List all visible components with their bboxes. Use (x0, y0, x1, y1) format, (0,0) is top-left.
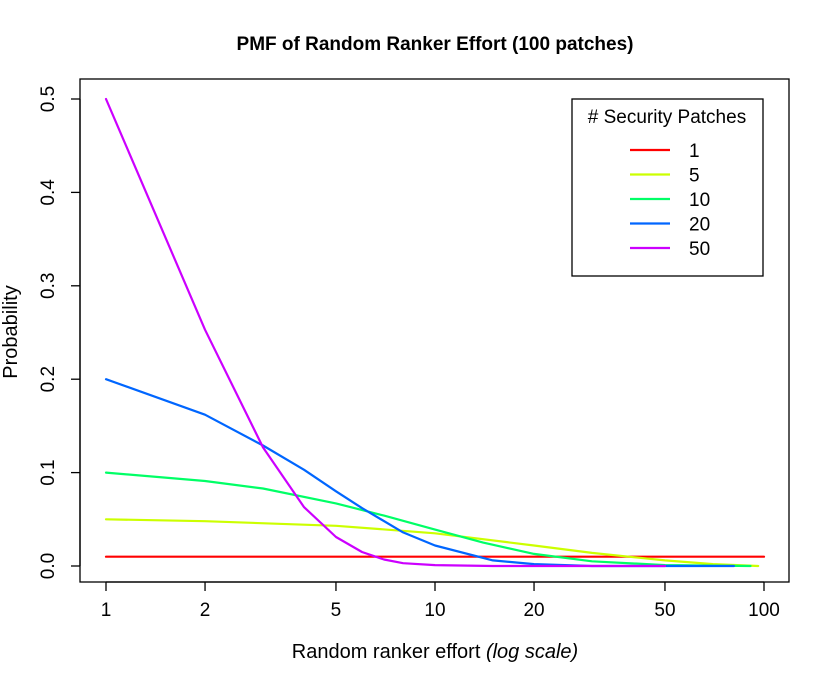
y-tick-label: 0.4 (38, 179, 59, 206)
legend-label-5: 5 (689, 166, 700, 187)
y-tick-label: 0.2 (38, 366, 59, 392)
y-tick-label: 0.1 (38, 459, 59, 485)
x-tick-label: 100 (748, 600, 780, 621)
chart-title: PMF of Random Ranker Effort (100 patches… (237, 34, 634, 55)
x-tick-label: 1 (101, 600, 112, 621)
legend-label-1: 1 (689, 141, 700, 162)
x-tick-label: 2 (200, 600, 211, 621)
legend: # Security Patches 1 5 10 20 50 (571, 98, 764, 277)
y-tick-label: 0.0 (38, 553, 59, 579)
x-tick-label: 10 (424, 600, 445, 621)
legend-label-50: 50 (689, 239, 710, 260)
x-axis-label: Random ranker effort (log scale) (292, 641, 578, 663)
series-line-10 (104, 471, 752, 568)
y-axis-label: Probability (0, 285, 22, 378)
series-line-5 (104, 518, 760, 568)
x-axis-label-main: Random ranker effort (292, 641, 481, 663)
series-line-50 (104, 97, 667, 568)
y-tick-label: 0.5 (38, 86, 59, 112)
legend-title: # Security Patches (588, 107, 746, 128)
legend-label-20: 20 (689, 215, 710, 236)
x-axis-label-note: (log scale) (486, 641, 578, 663)
x-tick-label: 20 (523, 600, 544, 621)
legend-label-10: 10 (689, 190, 710, 211)
legend-box (571, 98, 764, 277)
x-tick-label: 5 (331, 600, 342, 621)
series-line-20 (104, 378, 736, 568)
y-tick-label: 0.3 (38, 273, 59, 299)
x-tick-label: 50 (654, 600, 675, 621)
